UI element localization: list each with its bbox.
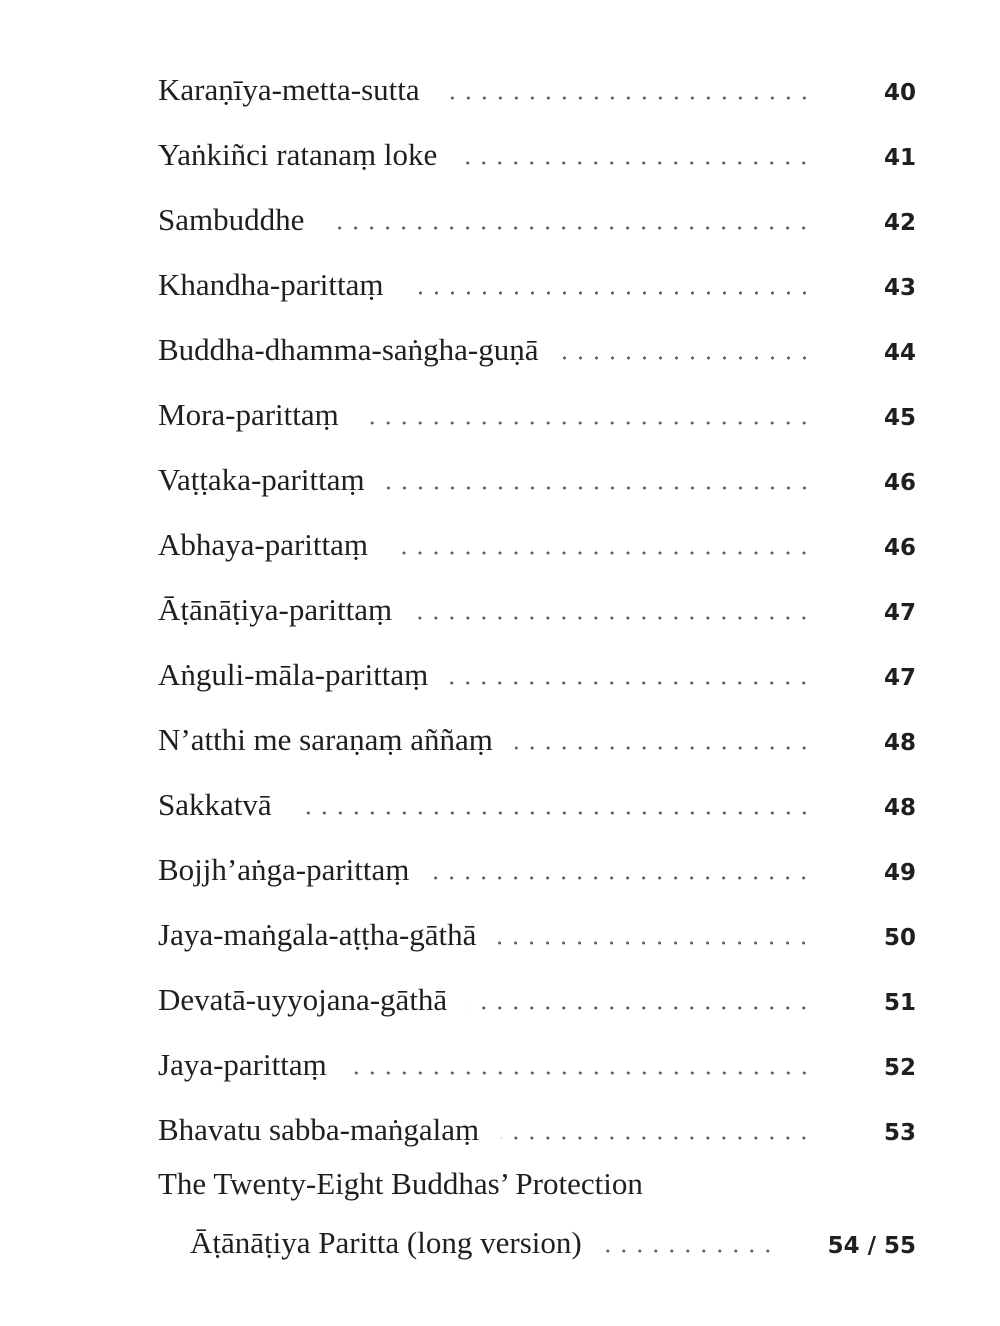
toc-entry[interactable]: Aṅguli-māla-parittaṃ 47	[158, 647, 916, 695]
toc-entry[interactable]: N’atthi me saraṇaṃ aññaṃ 48	[158, 712, 916, 760]
toc-entry-title: Abhaya-parittaṃ	[158, 527, 369, 562]
toc-entry-page: 48	[883, 730, 916, 756]
toc-entry[interactable]: Karaṇīya-metta-sutta 40	[158, 62, 916, 110]
toc-entry-page: 43	[883, 275, 916, 301]
dot-leader	[560, 354, 812, 362]
toc-entry[interactable]: Mora-parittaṃ 45	[158, 387, 916, 435]
toc-group-heading: The Twenty-Eight Buddhas’ Protection	[158, 1166, 643, 1201]
toc-entry-page: 47	[883, 665, 916, 691]
toc-entry-title: N’atthi me saraṇaṃ aññaṃ	[158, 722, 493, 757]
toc-entry-title: Karaṇīya-metta-sutta	[158, 72, 420, 107]
toc-entry[interactable]: Buddha-dhamma-saṅgha-guṇā 44	[158, 322, 916, 370]
toc-entry-page: 50	[883, 925, 916, 951]
dot-leader	[390, 549, 812, 557]
toc-entry[interactable]: Āṭānāṭiya-parittaṃ 47	[158, 582, 916, 630]
dot-leader	[501, 1134, 812, 1142]
toc-entry-title: Āṭānāṭiya Paritta (long version)	[190, 1225, 582, 1260]
toc-entry-title: Jaya-maṅgala-aṭṭha-gāthā	[158, 917, 477, 952]
toc-entry-title: Aṅguli-māla-parittaṃ	[158, 657, 429, 692]
toc-entry-title: Yaṅkiñci ratanaṃ loke	[158, 137, 438, 172]
toc-entry-page: 40	[883, 80, 916, 106]
toc-entry-title: Jaya-parittaṃ	[158, 1047, 327, 1082]
toc-entry-page: 42	[883, 210, 916, 236]
toc-entry[interactable]: Jaya-parittaṃ 52	[158, 1037, 916, 1085]
dot-leader	[405, 289, 812, 297]
dot-leader	[498, 939, 812, 947]
toc-entry-title: Mora-parittaṃ	[158, 397, 339, 432]
dot-leader	[603, 1247, 776, 1255]
toc-entry-title: Khandha-parittaṃ	[158, 267, 384, 302]
toc-entry[interactable]: Sambuddhe 42	[158, 192, 916, 240]
toc-entry-page: 53	[883, 1120, 916, 1146]
toc-entry[interactable]: Khandha-parittaṃ 43	[158, 257, 916, 305]
toc-entry-page: 51	[883, 990, 916, 1016]
dot-leader	[348, 1069, 812, 1077]
toc-entry-page: 45	[883, 405, 916, 431]
toc-entry-title: Buddha-dhamma-saṅgha-guṇā	[158, 332, 539, 367]
dot-leader	[469, 1004, 812, 1012]
toc-entry-title: Devatā-uyyojana-gāthā	[158, 982, 448, 1017]
toc-entry-title: Bhavatu sabba-maṅgalaṃ	[158, 1112, 480, 1147]
toc-entry-page: 46	[883, 470, 916, 496]
toc-entry-page: 54 / 55	[827, 1233, 916, 1259]
dot-leader	[450, 679, 812, 687]
toc-entry-page: 44	[883, 340, 916, 366]
toc-entry-title: Sambuddhe	[158, 202, 305, 237]
toc-entry[interactable]: Yaṅkiñci ratanaṃ loke 41	[158, 127, 916, 175]
toc-entry-page: 52	[883, 1055, 916, 1081]
toc-entry-page: 41	[883, 145, 916, 171]
toc-entry[interactable]: Bojjh’aṅga-parittaṃ 49	[158, 842, 916, 890]
toc-entry-title: Bojjh’aṅga-parittaṃ	[158, 852, 410, 887]
toc-entry-title: Sakkatvā	[158, 787, 272, 822]
toc-entry-page: 47	[883, 600, 916, 626]
toc-entry-page: 46	[883, 535, 916, 561]
toc-entry-sub[interactable]: Āṭānāṭiya Paritta (long version) 54 / 55	[190, 1215, 916, 1263]
dot-leader	[459, 159, 812, 167]
dot-leader	[293, 809, 812, 817]
toc-entry[interactable]: Bhavatu sabba-maṅgalaṃ 53	[158, 1102, 916, 1150]
dot-leader	[326, 224, 812, 232]
dot-leader	[441, 94, 812, 102]
toc-entry-title: Āṭānāṭiya-parittaṃ	[158, 592, 393, 627]
dot-leader	[431, 874, 812, 882]
dot-leader	[414, 614, 812, 622]
toc-entry-page: 49	[883, 860, 916, 886]
toc-entry[interactable]: Devatā-uyyojana-gāthā 51	[158, 972, 916, 1020]
dot-leader	[360, 419, 812, 427]
toc-entry[interactable]: Vaṭṭaka-parittaṃ 46	[158, 452, 916, 500]
dot-leader	[386, 484, 812, 492]
dot-leader	[514, 744, 812, 752]
toc-entry[interactable]: Abhaya-parittaṃ 46	[158, 517, 916, 565]
toc-entry-page: 48	[883, 795, 916, 821]
toc-entry[interactable]: Sakkatvā 48	[158, 777, 916, 825]
toc-entry[interactable]: Jaya-maṅgala-aṭṭha-gāthā 50	[158, 907, 916, 955]
toc-entry-title: Vaṭṭaka-parittaṃ	[158, 462, 365, 497]
